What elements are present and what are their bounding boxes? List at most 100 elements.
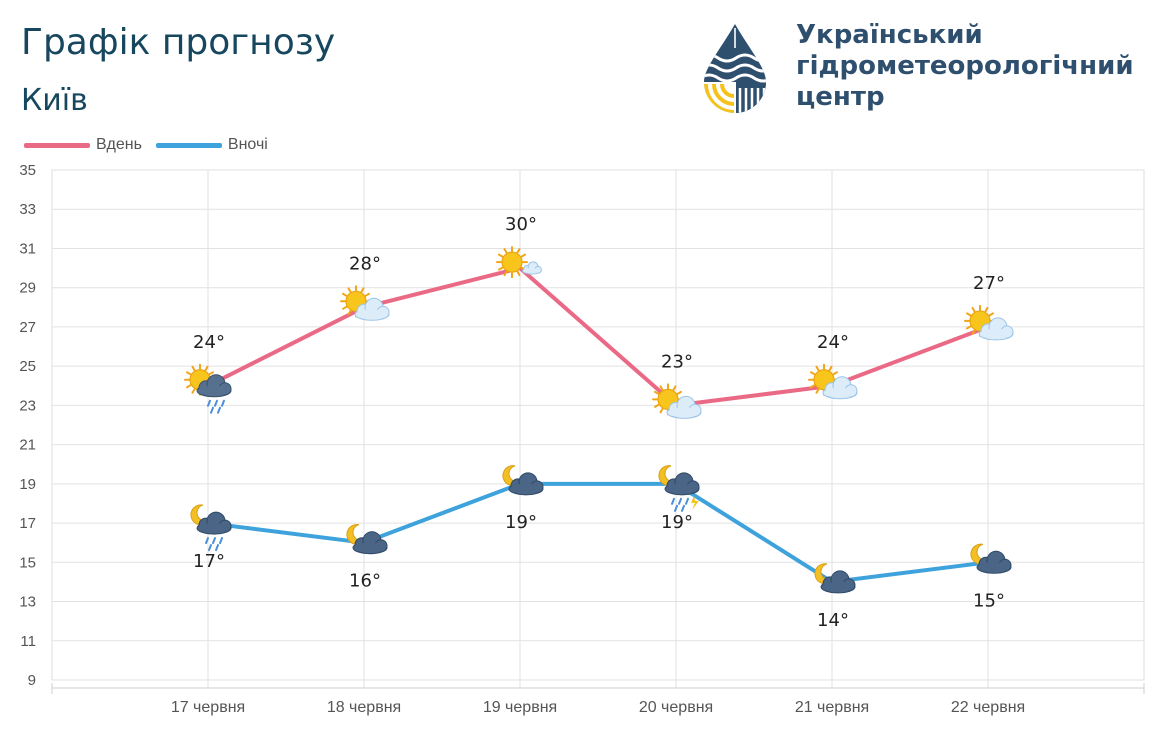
y-tick-label: 25	[19, 358, 36, 375]
y-tick-label: 11	[20, 633, 36, 650]
x-tick-label: 20 червня	[639, 699, 713, 716]
sun-ray	[659, 385, 664, 391]
cloud-part	[198, 385, 230, 396]
legend-swatch-day	[24, 142, 90, 148]
cloud-part	[523, 267, 541, 274]
rain-drop	[678, 497, 682, 505]
sun-ray	[498, 253, 504, 258]
sun-ray	[516, 248, 521, 254]
sun-cloud-icon	[340, 285, 390, 321]
data-label: 19°	[505, 512, 537, 533]
legend-label-day: Вдень	[96, 136, 142, 153]
sun-disc	[501, 251, 523, 273]
sun-ray	[966, 325, 972, 330]
cloud-part	[978, 562, 1010, 573]
water-drop-logo-icon	[704, 24, 766, 113]
sun-ray	[815, 388, 820, 394]
data-label: 24°	[193, 332, 225, 353]
cloud-shape	[822, 376, 858, 400]
rain-drop	[221, 399, 225, 407]
cloud-shape	[976, 550, 1012, 574]
rain-drops	[207, 399, 225, 414]
rain-drop	[219, 537, 223, 545]
sun-ray	[654, 403, 660, 408]
data-label: 16°	[349, 571, 381, 592]
data-label: 15°	[973, 590, 1005, 611]
y-tick-label: 15	[19, 554, 36, 571]
cloud-shape	[352, 531, 388, 555]
cloud-shape	[978, 317, 1014, 341]
moon-cloud-icon	[346, 523, 388, 555]
sun-ray	[810, 371, 816, 376]
data-label: 27°	[973, 273, 1005, 294]
sun-ray	[360, 287, 365, 293]
cloud-shape	[820, 570, 856, 594]
legend-item-night[interactable]: Вночі	[155, 136, 268, 154]
sun-ray	[498, 266, 504, 271]
legend-item-day[interactable]: Вдень	[24, 136, 142, 154]
sun-ray	[347, 309, 352, 316]
cloud-part	[356, 309, 388, 320]
data-label: 30°	[505, 214, 537, 235]
data-label: 19°	[661, 512, 693, 533]
y-tick-label: 35	[19, 162, 36, 179]
sun-ray	[966, 312, 972, 317]
cloud-part	[510, 483, 542, 494]
sun-ray	[204, 365, 209, 372]
cloud-part	[668, 407, 700, 418]
sun-ray	[828, 365, 833, 372]
cloud-part	[666, 483, 698, 494]
legend-swatch-night	[155, 142, 222, 148]
sun-ray	[520, 253, 526, 258]
cloud-shape	[196, 511, 232, 535]
sun-ray	[988, 312, 994, 317]
rain-drop	[215, 544, 219, 552]
y-tick-label: 17	[19, 515, 36, 532]
cloud-part	[354, 542, 386, 553]
sun-ray	[810, 384, 816, 389]
series-line-night	[206, 481, 990, 584]
cloud-part	[980, 328, 1012, 339]
y-tick-label: 31	[19, 240, 36, 257]
sun-ray	[503, 270, 508, 277]
data-label: 23°	[661, 351, 693, 372]
sun-ray	[186, 384, 192, 389]
chart-legend: Вдень Вночі	[24, 135, 282, 155]
rain-drop	[208, 544, 212, 552]
x-tick-label: 18 червня	[327, 699, 401, 716]
rain-drop	[207, 399, 211, 407]
sun-ray	[347, 287, 352, 293]
sun-cloud-rain-icon	[184, 363, 232, 414]
rain-drop	[685, 497, 689, 505]
city-name: Київ	[21, 83, 88, 118]
legend-label-night: Вночі	[227, 136, 268, 153]
organization-name-line: центр	[796, 82, 885, 112]
moon-cloud-thunder-rain-icon	[658, 465, 700, 512]
moon-cloud-icon	[502, 465, 544, 496]
sun-ray	[516, 270, 521, 277]
page-title: Графік прогнозу	[21, 22, 336, 63]
sun-cloud-icon	[964, 304, 1014, 341]
data-label: 14°	[817, 610, 849, 631]
rain-drop	[214, 399, 218, 407]
sun-ray	[971, 329, 976, 335]
sun-ray	[191, 365, 196, 372]
cloud-part	[198, 523, 230, 534]
rain-drop	[212, 537, 216, 545]
cloud-shape	[664, 472, 700, 496]
cloud-shape	[354, 297, 390, 321]
moon-cloud-icon	[970, 543, 1012, 574]
sun-ray	[342, 292, 348, 297]
rain-drops	[671, 497, 689, 512]
rain-drop	[671, 497, 675, 505]
data-label: 28°	[349, 253, 381, 274]
y-tick-label: 21	[19, 437, 36, 454]
sun-ray	[191, 388, 196, 394]
rain-drops	[205, 537, 223, 552]
y-tick-label: 9	[28, 672, 36, 689]
sun-ray	[186, 371, 192, 376]
rain-drop	[210, 406, 214, 414]
cloud-shape	[508, 472, 544, 496]
sun-ray	[832, 371, 838, 376]
cloud-shape	[196, 374, 232, 398]
